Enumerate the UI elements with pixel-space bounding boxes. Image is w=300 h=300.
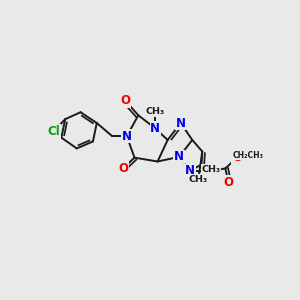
Text: O: O bbox=[118, 162, 128, 175]
Text: O: O bbox=[120, 94, 130, 107]
Text: O: O bbox=[232, 151, 242, 164]
Text: N: N bbox=[150, 122, 160, 135]
Text: CH₂CH₃: CH₂CH₃ bbox=[232, 151, 263, 160]
Text: N: N bbox=[174, 150, 184, 164]
Text: N: N bbox=[176, 116, 186, 130]
Text: CH₃: CH₃ bbox=[146, 107, 165, 116]
Text: CH₃: CH₃ bbox=[189, 175, 208, 184]
Text: N: N bbox=[185, 164, 195, 177]
Text: CH₃: CH₃ bbox=[201, 165, 220, 174]
Text: N: N bbox=[122, 130, 132, 142]
Text: O: O bbox=[224, 176, 233, 189]
Text: Cl: Cl bbox=[47, 125, 60, 138]
